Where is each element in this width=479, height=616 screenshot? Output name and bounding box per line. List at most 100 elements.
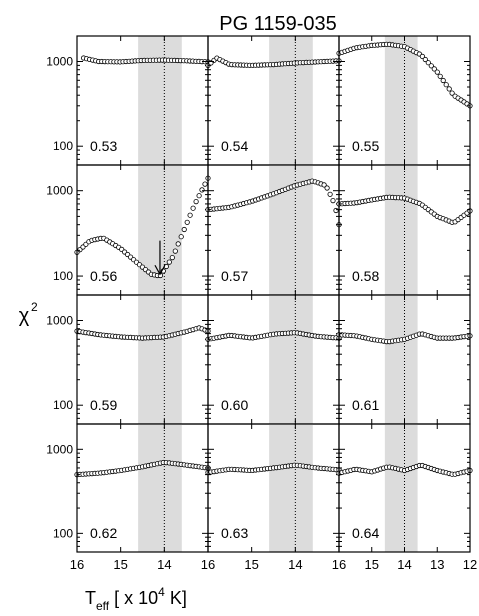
y-tick-label: 100 <box>53 139 73 153</box>
data-series <box>336 41 473 109</box>
data-series <box>205 462 342 476</box>
panel-label: 0.57 <box>221 268 248 284</box>
data-point <box>446 86 452 92</box>
x-tick-label: 12 <box>463 557 477 572</box>
panel: 0.58 <box>336 164 473 296</box>
data-series <box>336 331 473 345</box>
panel: 0.60 <box>205 294 342 425</box>
y-tick-label: 1000 <box>46 442 73 456</box>
data-point <box>440 77 446 84</box>
minimum-arrow <box>154 240 166 276</box>
x-tick-label: 14 <box>157 557 171 572</box>
data-point <box>178 234 184 240</box>
arrow-head <box>154 264 166 276</box>
panel-label: 0.53 <box>90 138 117 154</box>
y-axis-label-main: χ <box>19 305 30 327</box>
panel-label: 0.54 <box>221 138 248 154</box>
data-series <box>205 330 342 342</box>
panel: 100 1000 0.56 <box>46 164 211 296</box>
data-point <box>431 66 437 72</box>
data-point <box>184 219 190 225</box>
data-point <box>330 198 336 204</box>
data-series <box>205 178 342 228</box>
x-tick-label: 16 <box>201 557 215 572</box>
shaded-band <box>138 295 182 424</box>
data-point <box>443 82 449 88</box>
shaded-band <box>384 36 418 165</box>
panel: 0.61 <box>336 294 473 425</box>
panel-grid: 100 1000 0.53 0.54 0.55 100 1000 0.56 0.57 0.58 10… <box>46 35 477 572</box>
shaded-band <box>138 36 182 165</box>
shaded-band <box>269 295 313 424</box>
y-axis-label: χ 2 <box>19 300 38 327</box>
panel: 0.55 <box>336 35 473 166</box>
x-tick-label: 14 <box>288 557 302 572</box>
panel-label: 0.61 <box>352 397 379 413</box>
shaded-band <box>384 165 418 295</box>
y-tick-label: 1000 <box>46 313 73 327</box>
data-point <box>333 207 339 214</box>
data-point <box>199 187 205 193</box>
x-tick-label: 16 <box>70 557 84 572</box>
data-point <box>434 69 440 75</box>
x-tick-label: 15 <box>113 557 127 572</box>
panel: 100 1000 0.53 <box>46 35 211 166</box>
y-tick-label: 1000 <box>46 54 73 68</box>
y-tick-label: 100 <box>53 398 73 412</box>
data-point <box>166 259 172 265</box>
x-tick-label: 15 <box>244 557 258 572</box>
data-series <box>336 194 473 225</box>
x-tick-label: 14 <box>397 557 411 572</box>
panel: 100 1000 16 15 14 0.62 <box>46 423 211 572</box>
x-axis-label-text: Teff [ x 104 K] <box>85 585 187 613</box>
x-axis-label-sub: eff <box>96 599 110 613</box>
x-axis-label: Teff [ x 104 K] <box>85 585 187 613</box>
data-point <box>324 185 330 191</box>
panel-label: 0.62 <box>90 525 117 541</box>
data-series <box>74 459 211 478</box>
data-point <box>190 205 196 211</box>
y-tick-label: 1000 <box>46 184 73 198</box>
data-point <box>428 63 434 69</box>
shaded-band <box>269 36 313 165</box>
panel-label: 0.56 <box>90 268 117 284</box>
data-point <box>449 90 455 96</box>
data-point <box>187 212 193 218</box>
chart-title: PG 1159-035 <box>219 13 337 35</box>
data-point <box>321 182 327 188</box>
y-axis-label-sup: 2 <box>31 300 38 314</box>
data-point <box>193 199 199 205</box>
panel-label: 0.63 <box>221 525 248 541</box>
y-tick-label: 100 <box>53 526 73 540</box>
panel-label: 0.59 <box>90 397 117 413</box>
panel-label: 0.64 <box>352 525 379 541</box>
data-series <box>205 55 342 69</box>
panel-label: 0.60 <box>221 397 248 413</box>
x-axis-label-rest: [ x 10 <box>109 588 158 608</box>
x-tick-label: 16 <box>332 557 346 572</box>
data-point <box>437 73 443 79</box>
panel-label: 0.58 <box>352 268 379 284</box>
data-point <box>172 248 178 254</box>
panel: 16 15 14 0.63 <box>201 423 342 572</box>
data-point <box>169 255 175 261</box>
data-point <box>175 241 181 247</box>
panel: 16 15 14 13 12 0.64 <box>332 423 477 572</box>
data-point <box>181 226 187 233</box>
y-tick-label: 100 <box>53 269 73 283</box>
x-tick-label: 15 <box>365 557 379 572</box>
x-tick-label: 13 <box>430 557 444 572</box>
panel: 0.54 <box>205 35 342 166</box>
shaded-band <box>384 295 418 424</box>
x-axis-label-main: T <box>85 588 96 608</box>
data-point <box>327 191 333 197</box>
data-point <box>422 56 428 63</box>
data-series <box>74 175 211 279</box>
data-point <box>419 53 425 60</box>
data-point <box>425 60 431 66</box>
data-point <box>202 181 208 187</box>
shaded-band <box>138 424 182 552</box>
data-point <box>196 193 202 199</box>
shaded-band <box>384 424 418 552</box>
panel: 0.57 <box>205 164 342 296</box>
